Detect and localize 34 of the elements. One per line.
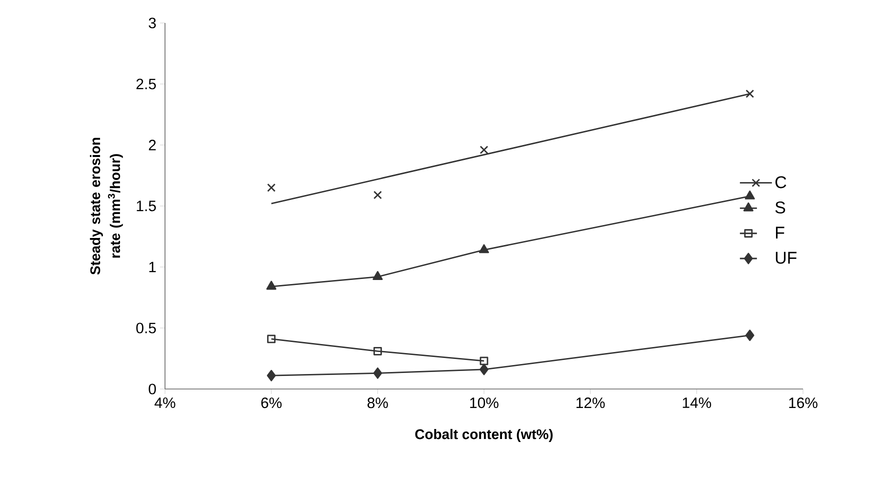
- point: [266, 280, 276, 290]
- point: [373, 190, 382, 200]
- point: [373, 367, 382, 379]
- point: [267, 334, 276, 344]
- x-tick-label: 4%: [154, 398, 176, 408]
- point: [746, 90, 754, 98]
- x-tick-label: 16%: [789, 398, 818, 408]
- legend-label: F: [776, 226, 784, 238]
- legend-label: UF: [776, 252, 796, 264]
- point: [372, 271, 383, 280]
- y-tick-label: 3: [148, 18, 156, 28]
- y-tick-label: 2: [148, 140, 156, 150]
- legend-label: C: [775, 176, 786, 188]
- x-tick-label: 14%: [682, 398, 712, 408]
- y-tick-label: 1.5: [136, 200, 156, 212]
- y-tick-label: 0: [148, 384, 156, 394]
- y-tick-label: 2.5: [136, 78, 156, 90]
- point: [480, 364, 488, 376]
- point: [745, 330, 754, 342]
- x-tick-label: 8%: [368, 398, 388, 408]
- point: [266, 370, 276, 382]
- legend-label: S: [775, 201, 786, 214]
- x-tick-label: 6%: [261, 398, 282, 408]
- point: [744, 190, 755, 200]
- point: [267, 183, 276, 192]
- y-tick-label: 1: [149, 262, 156, 272]
- y-tick-label: 0.5: [136, 322, 156, 334]
- point: [480, 356, 488, 366]
- point: [480, 146, 488, 154]
- point: [373, 346, 382, 356]
- x-tick-label: 12%: [576, 398, 605, 408]
- x-axis-title: Cobalt content (wt%): [415, 428, 553, 442]
- point: [478, 244, 490, 254]
- x-tick-label: 10%: [470, 398, 498, 408]
